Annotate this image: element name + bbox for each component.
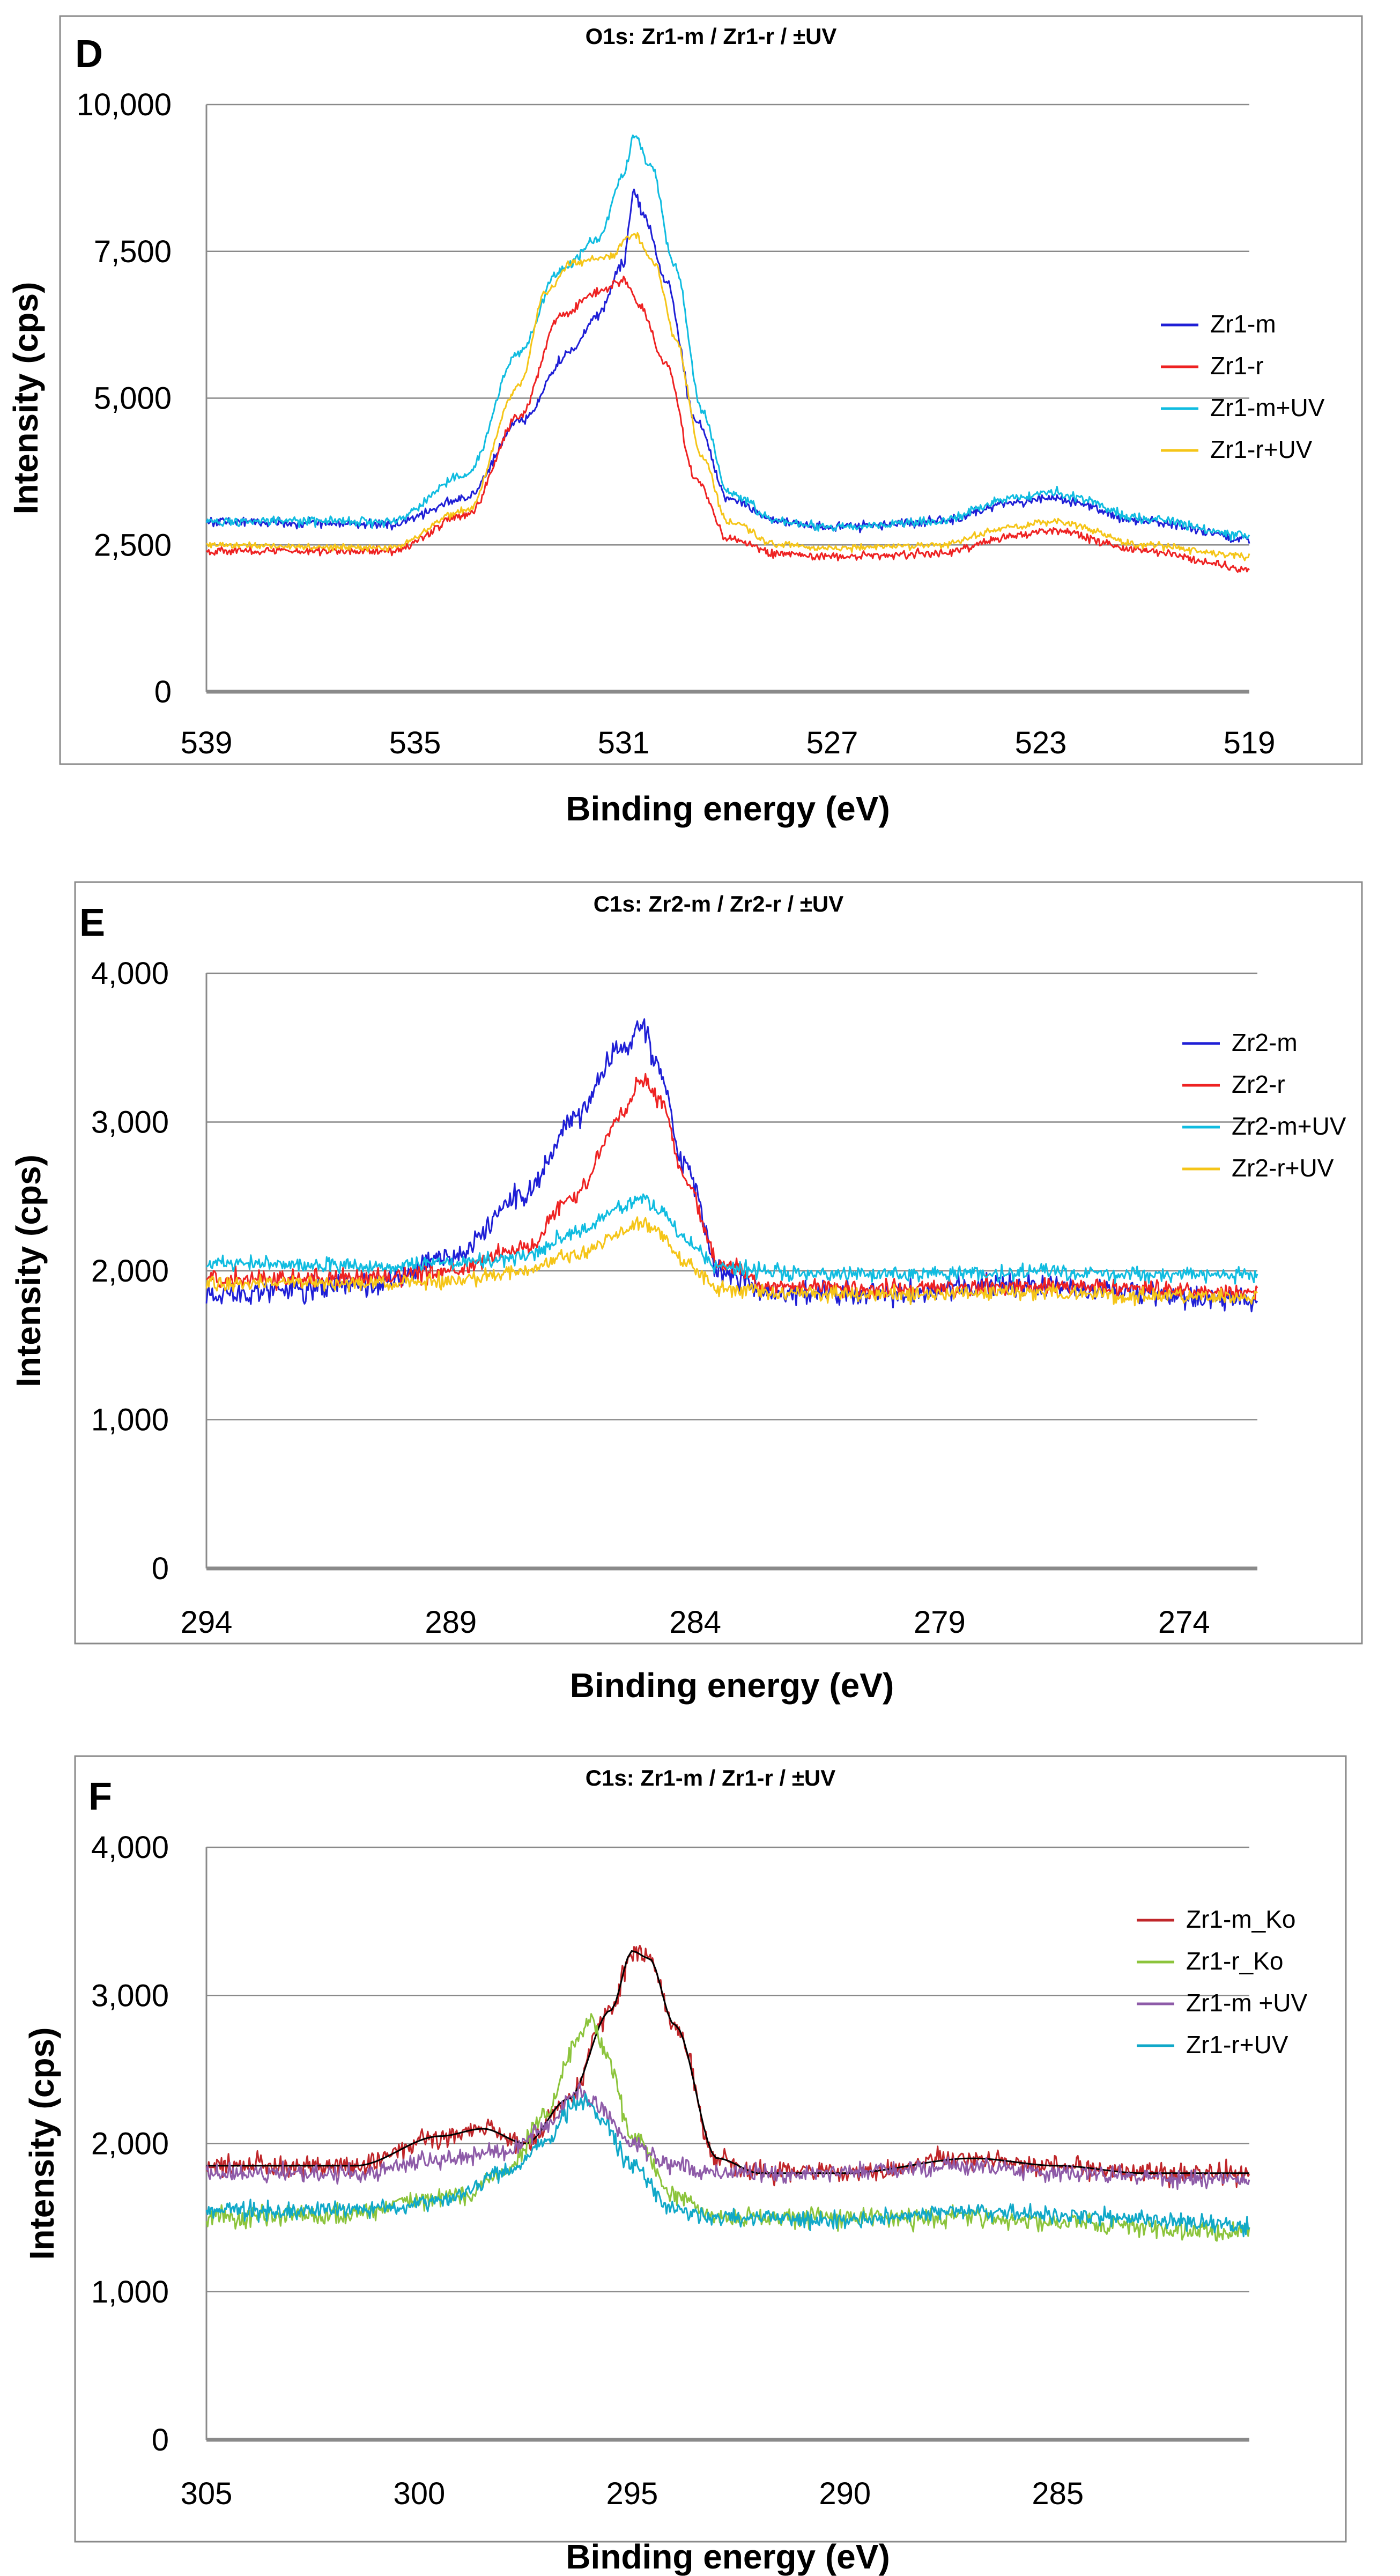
series-line-zr1-r-ko	[205, 2013, 1250, 2242]
legend-label: Zr1-m	[1210, 310, 1276, 338]
y-tick-label: 2,000	[91, 2127, 169, 2162]
chart-title: C1s: Zr2-m / Zr2-r / ±UV	[594, 891, 844, 916]
legend-label: Zr2-m+UV	[1232, 1112, 1346, 1140]
x-tick-label: 289	[425, 1605, 477, 1640]
y-tick-label: 0	[152, 1551, 169, 1586]
series-line-zr1-r-uv	[205, 2093, 1250, 2238]
x-tick-label: 285	[1032, 2476, 1084, 2511]
chart-title: C1s: Zr1-m / Zr1-r / ±UV	[586, 1765, 836, 1790]
series-line-zr1-m-ko	[205, 1944, 1250, 2188]
y-tick-label: 7,500	[94, 234, 172, 269]
y-axis-title: Intensity (cps)	[6, 282, 45, 515]
legend-label: Zr1-m +UV	[1186, 1989, 1308, 2017]
series-line-zr2-r-uv	[205, 1216, 1258, 1307]
legend-label: Zr2-m	[1232, 1028, 1298, 1056]
legend-label: Zr1-r_Ko	[1186, 1947, 1283, 1975]
series-line-zr1-r	[205, 276, 1250, 573]
y-axis-title: Intensity (cps)	[23, 2027, 61, 2260]
legend-label: Zr1-r+UV	[1186, 2031, 1288, 2059]
fit-line-zr1-m-ko	[206, 1950, 1249, 2174]
series-line-zr1-m-uv	[205, 2082, 1250, 2190]
chart-frame	[59, 15, 1363, 765]
x-tick-label: 305	[181, 2476, 233, 2511]
series-line-zr1-m-uv	[205, 134, 1250, 542]
x-tick-label: 523	[1015, 726, 1067, 760]
legend: Zr1-m_Ko Zr1-r_Ko Zr1-m +UV Zr1-r+UV	[1137, 1905, 1308, 2059]
chart-panel-f: 0 1,000 2,000 3,000 4,000 305 300 295 290 285 C1s:…	[23, 1755, 1347, 2576]
y-tick-label: 1,000	[91, 1403, 169, 1438]
panel-letter: D	[75, 33, 103, 76]
legend-label: Zr2-r	[1232, 1070, 1285, 1098]
x-tick-label: 295	[606, 2476, 658, 2511]
y-tick-label: 2,000	[91, 1254, 169, 1289]
y-tick-label: 5,000	[94, 381, 172, 416]
x-tick-label: 284	[669, 1605, 721, 1640]
x-axis-title: Binding energy (eV)	[570, 1666, 894, 1705]
x-axis-title: Binding energy (eV)	[566, 2537, 890, 2576]
x-tick-label: 535	[389, 726, 441, 760]
legend-label: Zr1-m_Ko	[1186, 1905, 1295, 1933]
x-tick-label: 290	[819, 2476, 871, 2511]
x-tick-label: 300	[394, 2476, 446, 2511]
series-line-zr1-r-uv	[205, 232, 1250, 561]
y-tick-label: 0	[154, 675, 172, 709]
legend-label: Zr1-r	[1210, 352, 1264, 380]
x-tick-label: 274	[1158, 1605, 1210, 1640]
panel-letter: F	[88, 1775, 112, 1818]
x-tick-label: 531	[598, 726, 650, 760]
x-tick-label: 527	[806, 726, 858, 760]
y-tick-label: 1,000	[91, 2275, 169, 2309]
chart-panel-e: 0 1,000 2,000 3,000 4,000 294 289 284 279 274 C1s:…	[9, 881, 1363, 1705]
x-tick-label: 519	[1224, 726, 1276, 760]
y-tick-label: 4,000	[91, 1830, 169, 1865]
legend-label: Zr1-r+UV	[1210, 435, 1313, 463]
chart-title: O1s: Zr1-m / Zr1-r / ±UV	[586, 24, 837, 49]
chart-panel-d: 0 2,500 5,000 7,500 10,000 539 535 531 527 523 519…	[6, 15, 1363, 828]
y-tick-label: 10,000	[77, 87, 172, 122]
legend-label: Zr2-r+UV	[1232, 1154, 1334, 1182]
x-tick-label: 279	[914, 1605, 966, 1640]
x-axis-title: Binding energy (eV)	[566, 789, 890, 828]
panel-letter: E	[79, 901, 105, 944]
chart-frame	[74, 881, 1363, 1645]
x-tick-label: 294	[181, 1605, 233, 1640]
legend: Zr1-m Zr1-r Zr1-m+UV Zr1-r+UV	[1161, 310, 1325, 463]
y-axis-title: Intensity (cps)	[9, 1154, 48, 1387]
x-tick-label: 539	[181, 726, 233, 760]
legend: Zr2-m Zr2-r Zr2-m+UV Zr2-r+UV	[1182, 1028, 1346, 1182]
y-tick-label: 3,000	[91, 1105, 169, 1140]
y-tick-label: 3,000	[91, 1978, 169, 2013]
chart-frame	[74, 1755, 1347, 2543]
series-line-zr2-m-uv	[206, 1193, 1258, 1285]
y-tick-label: 4,000	[91, 956, 169, 991]
series-line-zr1-m	[205, 188, 1250, 544]
y-tick-label: 2,500	[94, 528, 172, 562]
legend-label: Zr1-m+UV	[1210, 394, 1325, 421]
y-tick-label: 0	[152, 2423, 169, 2457]
